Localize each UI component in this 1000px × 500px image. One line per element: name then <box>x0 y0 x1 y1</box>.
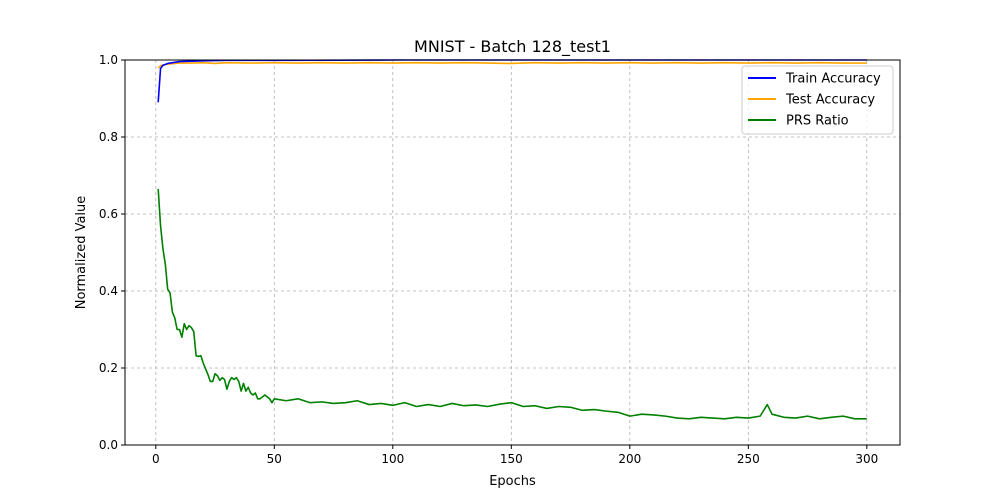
y-tick-label: 0.2 <box>99 361 118 375</box>
y-tick-label: 0.6 <box>99 207 118 221</box>
y-tick-label: 0.0 <box>99 438 118 452</box>
x-tick-label: 250 <box>737 452 760 466</box>
series-line-test-accuracy <box>157 61 867 69</box>
ticks-layer: 0 50 100 150 200 250 300 0.0 0.2 0.4 0.6 0.8 1.0 <box>99 53 878 466</box>
y-axis-label: Normalized Value <box>74 196 89 310</box>
x-tick-label: 0 <box>152 452 160 466</box>
x-axis-label: Epochs <box>489 474 536 489</box>
legend: Train Accuracy Test Accuracy PRS Ratio <box>741 65 894 135</box>
y-tick-label: 1.0 <box>99 53 118 67</box>
y-tick-label: 0.4 <box>99 284 118 298</box>
legend-label-train-accuracy: Train Accuracy <box>785 72 881 87</box>
chart-title: MNIST - Batch 128_test1 <box>414 37 611 57</box>
x-tick-label: 50 <box>267 452 282 466</box>
legend-box <box>741 65 894 135</box>
x-tick-label: 150 <box>500 452 523 466</box>
grid-layer <box>125 59 900 446</box>
legend-label-test-accuracy: Test Accuracy <box>785 93 875 108</box>
legend-items: Train Accuracy Test Accuracy PRS Ratio <box>748 72 881 129</box>
y-tick-label: 0.8 <box>99 130 118 144</box>
x-tick-label: 300 <box>855 452 878 466</box>
x-tick-label: 200 <box>618 452 641 466</box>
plot-frame <box>124 59 901 446</box>
series-line-prs-ratio <box>157 188 867 420</box>
x-tick-label: 100 <box>381 452 404 466</box>
legend-label-prs-ratio: PRS Ratio <box>786 114 849 129</box>
